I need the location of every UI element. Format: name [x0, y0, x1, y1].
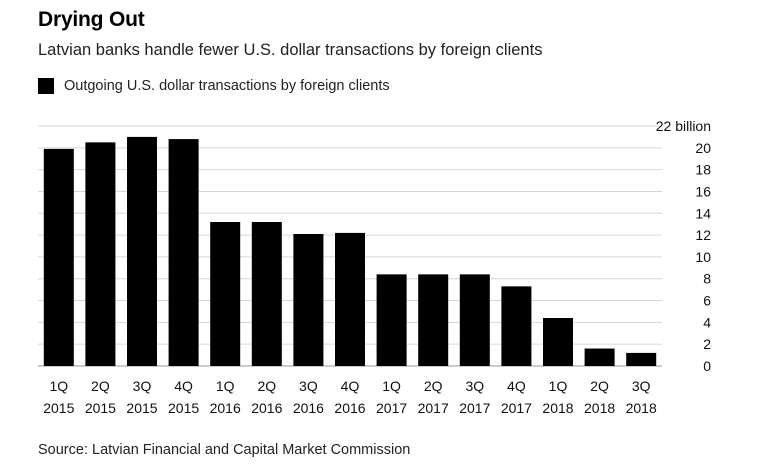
bar-1: [85, 142, 116, 366]
y-tick-label-2: 2: [703, 336, 711, 352]
x-tick-label-quarter-8: 1Q: [382, 378, 401, 394]
x-tick-label-quarter-1: 2Q: [91, 378, 110, 394]
x-tick-label-year-13: 2018: [584, 400, 615, 416]
bar-13: [584, 348, 615, 366]
x-tick-label-year-0: 2015: [43, 400, 74, 416]
y-tick-label-18: 18: [695, 162, 711, 178]
y-tick-label-6: 6: [703, 293, 711, 309]
bar-10: [459, 274, 490, 366]
bar-3: [168, 139, 199, 366]
x-tick-label-quarter-10: 3Q: [465, 378, 484, 394]
y-tick-label-8: 8: [703, 271, 711, 287]
x-tick-label-year-8: 2017: [376, 400, 407, 416]
y-tick-label-0: 0: [703, 358, 711, 374]
chart-subtitle: Latvian banks handle fewer U.S. dollar t…: [38, 41, 543, 59]
x-tick-label-quarter-4: 1Q: [216, 378, 235, 394]
x-tick-label-year-5: 2016: [251, 400, 282, 416]
y-tick-label-12: 12: [695, 227, 711, 243]
bar-14: [626, 352, 657, 366]
x-tick-label-quarter-14: 3Q: [632, 378, 651, 394]
bar-2: [127, 136, 157, 366]
bar-11: [501, 286, 532, 366]
bar-9: [418, 274, 449, 366]
x-tick-label-year-6: 2016: [293, 400, 324, 416]
y-tick-label-22: 22 billion: [656, 118, 711, 134]
x-tick-label-year-4: 2016: [210, 400, 241, 416]
bar-8: [376, 274, 407, 366]
x-tick-label-quarter-12: 1Q: [549, 378, 568, 394]
x-tick-label-quarter-9: 2Q: [424, 378, 443, 394]
bar-12: [543, 318, 573, 366]
bar-6: [293, 234, 324, 366]
legend-label: Outgoing U.S. dollar transactions by for…: [64, 78, 390, 94]
x-tick-label-quarter-7: 4Q: [341, 378, 360, 394]
x-tick-label-quarter-0: 1Q: [49, 378, 68, 394]
x-tick-label-year-1: 2015: [85, 400, 116, 416]
x-tick-label-year-3: 2015: [168, 400, 199, 416]
source-note: Source: Latvian Financial and Capital Ma…: [38, 442, 411, 458]
y-tick-label-10: 10: [695, 249, 711, 265]
x-tick-label-quarter-5: 2Q: [257, 378, 276, 394]
x-tick-label-year-10: 2017: [459, 400, 490, 416]
x-tick-label-quarter-11: 4Q: [507, 378, 526, 394]
x-tick-label-year-11: 2017: [501, 400, 532, 416]
x-tick-label-quarter-6: 3Q: [299, 378, 318, 394]
x-tick-label-year-14: 2018: [626, 400, 657, 416]
x-tick-label-year-7: 2016: [334, 400, 365, 416]
y-tick-label-4: 4: [703, 314, 711, 330]
x-tick-label-year-9: 2017: [418, 400, 449, 416]
x-tick-label-quarter-2: 3Q: [133, 378, 152, 394]
x-tick-label-quarter-3: 4Q: [174, 378, 193, 394]
bar-7: [335, 232, 365, 366]
x-tick-label-quarter-13: 2Q: [590, 378, 609, 394]
legend-swatch: [38, 78, 54, 94]
y-tick-label-16: 16: [695, 183, 711, 199]
y-tick-label-14: 14: [695, 205, 711, 221]
bar-5: [251, 222, 282, 366]
chart-title: Drying Out: [38, 8, 145, 31]
bar-0: [43, 148, 74, 366]
legend: Outgoing U.S. dollar transactions by for…: [38, 78, 390, 94]
x-tick-label-year-12: 2018: [542, 400, 573, 416]
x-tick-label-year-2: 2015: [126, 400, 157, 416]
y-tick-label-20: 20: [695, 140, 711, 156]
bar-4: [210, 222, 241, 366]
